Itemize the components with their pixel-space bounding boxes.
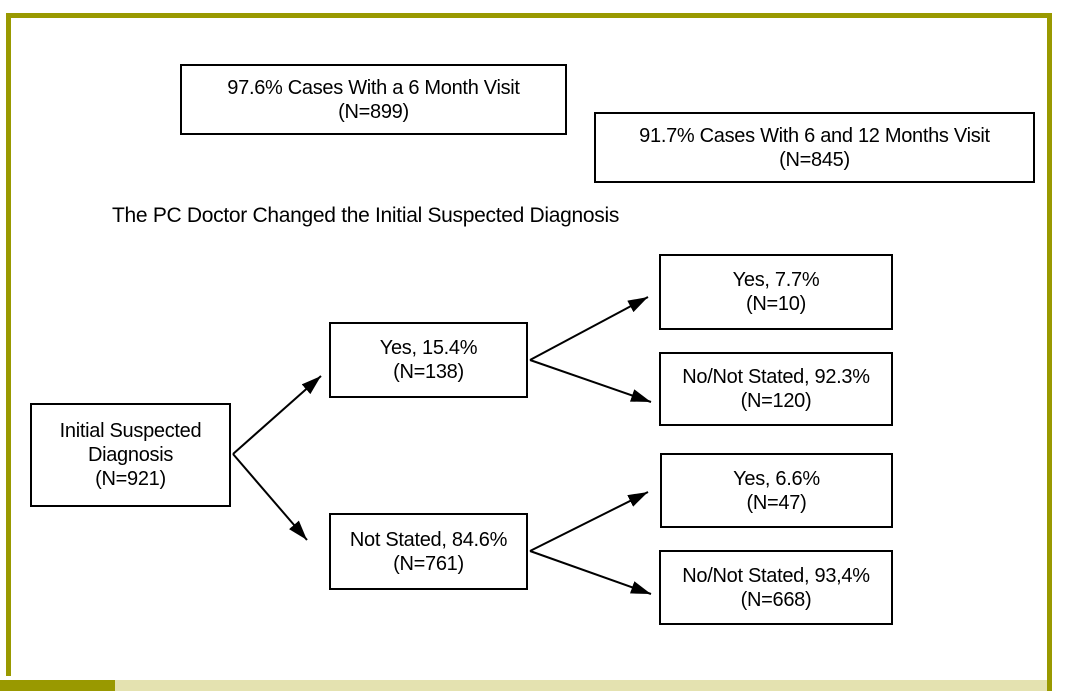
no-92-3-line1: No/Not Stated, 92.3%: [682, 366, 870, 388]
arrow-yes-to-no923: [529, 359, 652, 403]
frame-border-left: [6, 13, 11, 676]
yes-6-6-line1: Yes, 6.6%: [733, 467, 820, 490]
stat-box-6-12-line1: 91.7% Cases With 6 and 12 Months Visit: [639, 124, 990, 147]
box-yes-7-7: Yes, 7.7% (N=10): [659, 254, 893, 330]
root-line1: Initial Suspected: [59, 420, 202, 442]
diagram-title: The PC Doctor Changed the Initial Suspec…: [112, 204, 620, 227]
yes-7-7-line1: Yes, 7.7%: [732, 269, 820, 291]
no-93-4-line2: (N=668): [740, 588, 812, 611]
box-no-not-stated-93-4: No/Not Stated, 93,4% (N=668): [659, 550, 893, 625]
box-initial-suspected-diagnosis: Initial Suspected Diagnosis (N=921): [30, 403, 231, 507]
root-line2: Diagnosis: [87, 444, 174, 466]
arrow-notstated-to-no934: [529, 550, 652, 595]
box-yes-6-6: Yes, 6.6% (N=47): [660, 453, 893, 528]
frame-border-top: [6, 13, 1052, 18]
stat-box-6-month-visit: 97.6% Cases With a 6 Month Visit (N=899): [180, 64, 567, 135]
changed-not-stated-line1: Not Stated, 84.6%: [349, 528, 508, 551]
arrow-notstated-to-yes66: [529, 491, 649, 552]
box-changed-not-stated: Not Stated, 84.6% (N=761): [329, 513, 528, 590]
yes-7-7-line2: (N=10): [746, 293, 806, 315]
yes-6-6-line2: (N=47): [746, 491, 807, 514]
box-no-not-stated-92-3: No/Not Stated, 92.3% (N=120): [659, 352, 893, 426]
arrow-root-to-not-stated: [232, 453, 308, 541]
frame-border-right: [1047, 13, 1052, 691]
footer-bar-dark: [0, 680, 115, 691]
changed-yes-line1: Yes, 15.4%: [379, 337, 478, 359]
box-changed-yes: Yes, 15.4% (N=138): [329, 322, 528, 398]
no-92-3-line2: (N=120): [740, 390, 812, 412]
stat-box-6-12-line2: (N=845): [779, 148, 850, 171]
stat-box-6-month-line1: 97.6% Cases With a 6 Month Visit: [227, 76, 520, 99]
root-line3: (N=921): [95, 468, 166, 490]
changed-not-stated-line2: (N=761): [393, 552, 464, 575]
stat-box-6-and-12-month-visit: 91.7% Cases With 6 and 12 Months Visit (…: [594, 112, 1035, 183]
footer-bar-light: [115, 680, 1047, 691]
no-93-4-line1: No/Not Stated, 93,4%: [682, 564, 870, 587]
changed-yes-line2: (N=138): [393, 361, 464, 383]
stat-box-6-month-line2: (N=899): [338, 100, 409, 123]
arrow-root-to-yes: [232, 375, 322, 455]
arrow-yes-to-yes77: [529, 296, 649, 361]
